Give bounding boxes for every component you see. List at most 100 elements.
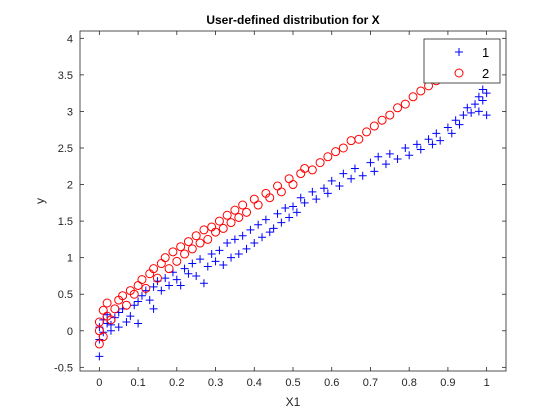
data-point-series-1 [219, 260, 228, 269]
y-tick-label: 4 [67, 33, 73, 45]
data-point-series-1 [165, 281, 174, 290]
data-point-series-2 [168, 247, 178, 257]
data-point-series-1 [424, 135, 433, 144]
data-point-series-1 [405, 151, 414, 160]
data-point-series-1 [261, 215, 270, 224]
data-point-series-2 [129, 289, 139, 299]
x-tick-label: 0.3 [208, 377, 223, 389]
data-point-series-2 [230, 205, 240, 215]
data-point-series-1 [281, 203, 290, 212]
data-point-series-2 [118, 291, 128, 301]
data-point-series-1 [122, 318, 131, 327]
data-point-series-2 [160, 253, 170, 263]
data-point-series-2 [191, 231, 201, 241]
data-point-series-1 [478, 96, 487, 105]
data-point-series-1 [335, 182, 344, 191]
data-point-series-2 [141, 283, 151, 293]
points-layer [94, 66, 491, 361]
data-point-series-2 [265, 193, 275, 203]
data-point-series-2 [214, 216, 224, 226]
data-point-series-1 [474, 92, 483, 101]
data-point-series-1 [234, 250, 243, 259]
data-point-series-2 [416, 86, 426, 96]
data-point-series-2 [222, 210, 232, 220]
data-point-series-1 [246, 225, 255, 234]
data-point-series-2 [180, 249, 190, 259]
data-point-series-2 [377, 115, 387, 125]
data-point-series-1 [443, 123, 452, 132]
data-point-series-2 [276, 187, 286, 197]
data-point-series-2 [400, 99, 410, 109]
legend: 1 2 [423, 38, 501, 84]
data-point-series-1 [95, 352, 104, 361]
axes-box [79, 30, 507, 372]
legend-label-series-2: 2 [482, 66, 489, 81]
data-point-series-1 [215, 246, 224, 255]
data-point-series-1 [467, 108, 476, 117]
data-point-series-2 [354, 134, 364, 144]
data-point-series-1 [211, 257, 220, 266]
data-point-series-2 [242, 207, 252, 217]
data-point-series-1 [188, 259, 197, 268]
data-point-series-1 [114, 323, 123, 332]
data-point-series-1 [381, 160, 390, 169]
data-point-series-1 [134, 319, 143, 328]
legend-marker-plus [455, 48, 463, 56]
data-point-series-1 [412, 140, 421, 149]
y-axis-label: y [33, 198, 47, 204]
x-tick-label: 0.1 [130, 377, 145, 389]
data-point-series-1 [242, 244, 251, 253]
data-point-series-2 [137, 275, 147, 285]
data-point-series-1 [137, 291, 146, 300]
data-point-series-1 [459, 111, 468, 120]
data-point-series-1 [238, 231, 247, 240]
data-point-series-2 [149, 264, 159, 274]
data-point-series-1 [323, 189, 332, 198]
data-point-series-2 [106, 315, 116, 325]
data-point-series-1 [471, 100, 480, 109]
data-point-series-1 [273, 209, 282, 218]
data-point-series-2 [323, 152, 333, 162]
data-point-series-1 [176, 281, 185, 290]
data-point-series-1 [180, 264, 189, 273]
legend-marker-circle [454, 68, 464, 78]
data-point-series-2 [203, 234, 213, 244]
data-point-series-1 [393, 154, 402, 163]
data-point-series-1 [230, 235, 239, 244]
data-point-series-1 [254, 220, 263, 229]
data-point-series-2 [176, 242, 186, 252]
data-point-series-2 [226, 218, 236, 228]
x-tick-label: 0.4 [247, 377, 262, 389]
y-tick-label: 2 [67, 180, 73, 192]
data-point-series-2 [362, 127, 372, 137]
data-point-series-2 [234, 212, 244, 222]
legend-marker-series-1 [455, 48, 463, 56]
chart-title: User-defined distribution for X [206, 13, 379, 27]
data-point-series-1 [157, 286, 166, 295]
data-point-series-2 [98, 332, 108, 342]
data-point-series-2 [331, 147, 341, 157]
data-point-series-1 [292, 208, 301, 217]
x-tick-label: 0.2 [169, 377, 184, 389]
data-point-series-1 [366, 158, 375, 167]
x-tick-label: 0.7 [363, 377, 378, 389]
x-tick-label: 0.5 [285, 377, 300, 389]
y-tick-label: 0.5 [58, 289, 73, 301]
x-tick-label: 0.8 [402, 377, 417, 389]
data-point-series-1 [203, 262, 212, 271]
plot-area [80, 31, 506, 371]
data-point-series-1 [130, 301, 139, 310]
y-tick-label: 0 [67, 326, 73, 338]
data-point-series-1 [192, 271, 201, 280]
data-point-series-1 [385, 149, 394, 158]
data-point-series-2 [385, 110, 395, 120]
ticks-layer: 0 0.1 0.2 0.3 0.4 0.5 0.6 0.7 0.8 0.9 1 -0.5 0 0.5 1 1.… [54, 31, 506, 389]
data-point-series-1 [149, 304, 158, 313]
data-point-series-1 [106, 320, 115, 329]
y-tick-label: 1 [67, 253, 73, 265]
x-tick-label: 0 [96, 377, 102, 389]
data-point-series-2 [94, 339, 104, 349]
data-point-series-1 [250, 239, 259, 248]
data-point-series-1 [428, 140, 437, 149]
legend-marker-series-2 [454, 68, 464, 78]
